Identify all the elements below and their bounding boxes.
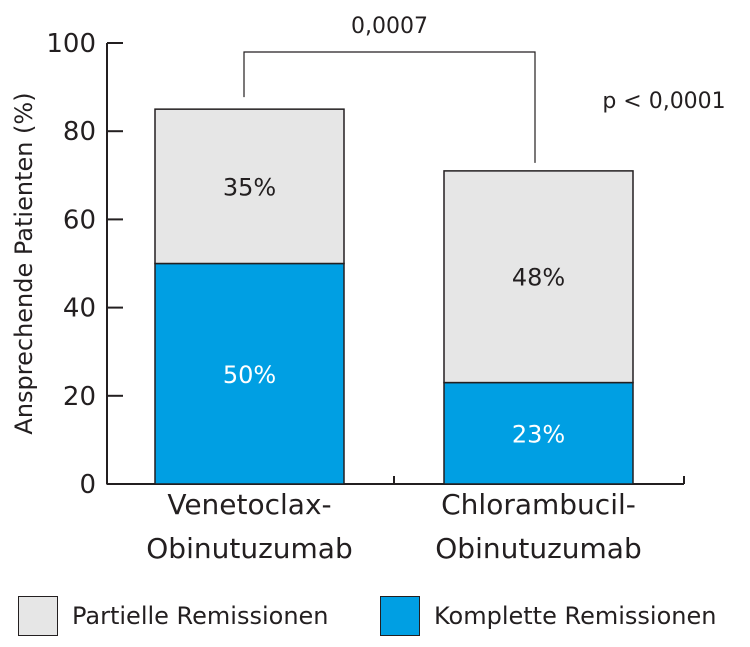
y-tick-label: 100 bbox=[46, 29, 96, 59]
bar-value-label: 35% bbox=[223, 173, 276, 201]
y-tick-label: 40 bbox=[63, 294, 96, 324]
x-category-label: Obinutuzumab bbox=[146, 532, 352, 565]
x-category-label: Chlorambucil- bbox=[441, 488, 636, 521]
legend-item-complete: Komplette Remissionen bbox=[380, 596, 716, 636]
legend: Partielle Remissionen Komplette Remissio… bbox=[0, 596, 750, 640]
legend-item-partial: Partielle Remissionen bbox=[18, 596, 329, 636]
legend-label-partial: Partielle Remissionen bbox=[72, 602, 329, 630]
y-tick-label: 80 bbox=[63, 117, 96, 147]
bar-segment bbox=[154, 108, 345, 265]
bracket-label: 0,0007 bbox=[351, 14, 428, 39]
stacked-bar-chart: 0 20 40 60 80 100 Ansprechende Patienten (%) Ve… bbox=[10, 14, 726, 565]
p-value-label: p < 0,0001 bbox=[602, 89, 725, 114]
x-category-label: Venetoclax- bbox=[167, 488, 331, 521]
legend-label-complete: Komplette Remissionen bbox=[434, 602, 717, 630]
bar-segment bbox=[154, 262, 345, 485]
y-tick-label: 20 bbox=[63, 382, 96, 412]
legend-swatch-complete bbox=[380, 596, 420, 636]
bar-value-label: 48% bbox=[512, 264, 565, 292]
annotations: 0,0007 p < 0,0001 bbox=[243, 14, 726, 163]
bar-value-label: 50% bbox=[223, 361, 276, 389]
bar-segment bbox=[443, 381, 634, 485]
bars: 50% 35% 23% 48% bbox=[154, 108, 634, 485]
legend-swatch-partial bbox=[18, 596, 58, 636]
x-category-label: Obinutuzumab bbox=[435, 532, 641, 565]
y-tick-label: 60 bbox=[63, 205, 96, 235]
bar-segment bbox=[443, 170, 634, 384]
axes: 0 20 40 60 80 100 Ansprechende Patienten (%) Ve… bbox=[10, 29, 685, 565]
bar-value-label: 23% bbox=[512, 420, 565, 448]
y-tick-label: 0 bbox=[79, 470, 96, 500]
y-axis-label: Ansprechende Patienten (%) bbox=[10, 92, 38, 434]
significance-bracket bbox=[243, 51, 536, 163]
